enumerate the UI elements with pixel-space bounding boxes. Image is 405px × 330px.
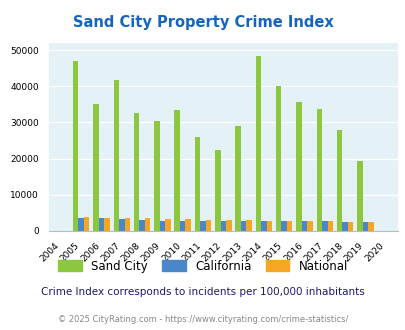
Bar xyxy=(78,217,84,231)
Bar xyxy=(321,221,327,231)
Bar xyxy=(139,220,145,231)
Bar xyxy=(98,218,104,231)
Bar xyxy=(327,221,332,231)
Bar xyxy=(179,220,185,231)
Text: Crime Index corresponds to incidents per 100,000 inhabitants: Crime Index corresponds to incidents per… xyxy=(41,287,364,297)
Bar xyxy=(356,161,362,231)
Bar xyxy=(119,219,124,231)
Bar xyxy=(246,220,251,231)
Bar xyxy=(235,126,240,231)
Bar xyxy=(296,102,301,231)
Bar xyxy=(226,220,231,231)
Bar xyxy=(113,80,119,231)
Bar xyxy=(174,110,179,231)
Bar xyxy=(336,130,341,231)
Bar xyxy=(362,222,367,231)
Legend: Sand City, California, National: Sand City, California, National xyxy=(53,255,352,278)
Bar xyxy=(165,219,170,231)
Text: Sand City Property Crime Index: Sand City Property Crime Index xyxy=(72,15,333,30)
Bar xyxy=(255,55,260,231)
Bar xyxy=(104,218,109,231)
Bar xyxy=(73,61,78,231)
Bar xyxy=(145,218,150,231)
Bar xyxy=(205,220,211,231)
Bar xyxy=(347,222,352,231)
Bar xyxy=(240,220,246,231)
Bar xyxy=(307,221,312,231)
Text: © 2025 CityRating.com - https://www.cityrating.com/crime-statistics/: © 2025 CityRating.com - https://www.city… xyxy=(58,315,347,324)
Bar xyxy=(266,220,271,231)
Bar xyxy=(185,219,190,231)
Bar xyxy=(286,220,292,231)
Bar xyxy=(260,220,266,231)
Bar xyxy=(341,222,347,231)
Bar xyxy=(220,220,226,231)
Bar xyxy=(194,137,200,231)
Bar xyxy=(215,150,220,231)
Bar xyxy=(134,114,139,231)
Bar xyxy=(301,221,307,231)
Bar xyxy=(93,104,98,231)
Bar xyxy=(154,121,159,231)
Bar xyxy=(275,86,281,231)
Bar xyxy=(84,217,89,231)
Bar xyxy=(316,109,321,231)
Bar xyxy=(200,220,205,231)
Bar xyxy=(124,218,130,231)
Bar xyxy=(281,221,286,231)
Bar xyxy=(159,220,165,231)
Bar xyxy=(367,222,373,231)
